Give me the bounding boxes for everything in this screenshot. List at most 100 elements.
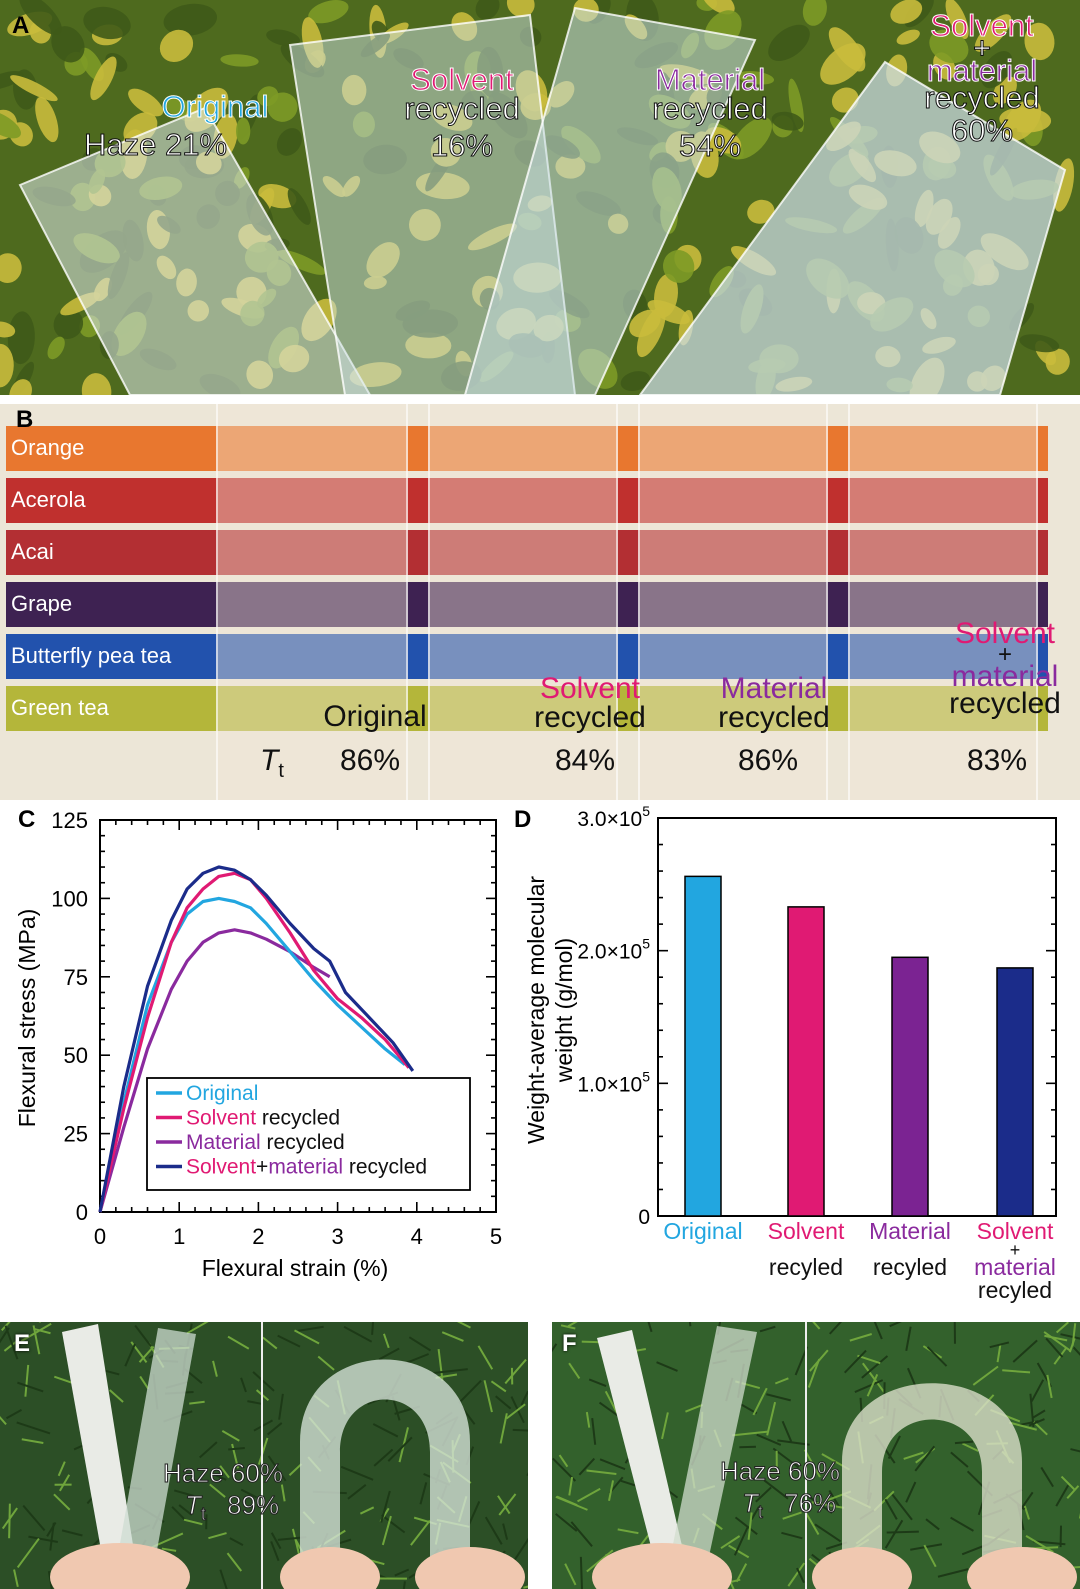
leaf	[663, 250, 695, 283]
leaf	[896, 29, 920, 45]
needle	[24, 1364, 30, 1397]
sample-name: Original	[161, 89, 269, 124]
needle	[402, 1581, 406, 1589]
needle	[756, 1433, 782, 1446]
finger-right	[812, 1547, 912, 1589]
needle	[134, 1324, 152, 1348]
needle	[766, 1393, 791, 1402]
needle	[495, 1395, 512, 1410]
bent-film	[300, 1359, 470, 1589]
sample-name: Material	[654, 62, 766, 97]
needle	[294, 1329, 320, 1345]
needle	[209, 1483, 226, 1498]
needle	[599, 1458, 626, 1471]
leaf	[620, 371, 651, 392]
needle	[212, 1473, 227, 1481]
needle	[5, 1409, 22, 1420]
tt-value: 76%	[784, 1488, 837, 1519]
category-label-line4: recyled	[978, 1277, 1052, 1303]
overlay-original: Original	[150, 89, 280, 124]
film-original	[216, 404, 408, 800]
needle	[253, 1419, 273, 1432]
needle	[33, 1327, 51, 1335]
needle	[1055, 1484, 1069, 1507]
needle	[814, 1523, 842, 1543]
needle	[378, 1347, 400, 1361]
needle	[996, 1344, 1002, 1363]
label-solvent-material: Solvent + material recycled	[935, 619, 1075, 719]
tt-value: 89%	[227, 1490, 280, 1521]
needle	[656, 1361, 678, 1372]
needle	[747, 1512, 753, 1540]
needle	[812, 1322, 821, 1330]
needle	[371, 1322, 375, 1335]
needle	[16, 1421, 51, 1435]
leaf	[0, 321, 16, 338]
needle	[504, 1358, 527, 1385]
leaf	[159, 29, 194, 63]
needle	[13, 1569, 19, 1588]
needle	[972, 1365, 999, 1386]
sample-name-plus: +	[972, 30, 992, 65]
panel-c-chart: C 0 1 2 3 4 5 0 25 50 75 100 125 Original Solvent re…	[0, 806, 530, 1296]
x-tick-label: 1	[173, 1224, 185, 1249]
haze-label: Haze	[83, 127, 157, 162]
leaf	[53, 308, 84, 339]
overlay-solvent: Solvent recycled 16%	[392, 64, 532, 163]
needle	[240, 1488, 258, 1499]
leaf	[258, 184, 297, 209]
needle	[962, 1442, 979, 1452]
needle	[520, 1390, 528, 1406]
needle	[32, 1325, 41, 1355]
needle	[219, 1569, 228, 1589]
needle	[861, 1362, 885, 1393]
leaf	[220, 54, 259, 67]
leaf	[163, 3, 218, 36]
needle	[419, 1482, 428, 1505]
needle	[317, 1355, 335, 1371]
needle	[950, 1451, 969, 1468]
film-solvent	[428, 404, 618, 800]
haze-value: 60%	[787, 1456, 840, 1487]
needle	[735, 1563, 748, 1583]
needle	[555, 1513, 578, 1532]
needle	[989, 1341, 1010, 1349]
needle	[564, 1563, 577, 1586]
y-tick-label: 0	[638, 1206, 650, 1229]
needle	[16, 1537, 40, 1569]
panel-e-photo: E Haze 60% Tt 89%	[0, 1322, 528, 1589]
photo-e	[0, 1322, 528, 1589]
y-tick-label: 125	[51, 808, 88, 833]
tt-value-solvent: 84%	[554, 744, 616, 777]
bar	[996, 967, 1034, 1217]
bar	[787, 906, 825, 1217]
panel-a-photo: A Original Haze 21% Solvent recycled 16%…	[0, 0, 1080, 395]
needle	[161, 1547, 177, 1552]
needle	[1040, 1466, 1054, 1488]
film-strip-clear	[112, 1328, 196, 1589]
needle	[807, 1358, 821, 1388]
needle	[954, 1440, 974, 1445]
leaf	[771, 111, 804, 131]
color-bar	[6, 478, 1048, 523]
leaf	[9, 379, 32, 395]
tt-subscript: t	[757, 1502, 763, 1523]
needle	[905, 1481, 917, 1503]
tt-letter: T	[742, 1488, 759, 1519]
needle	[1012, 1339, 1038, 1363]
needle	[752, 1387, 768, 1416]
needle	[382, 1333, 390, 1349]
needle	[46, 1521, 57, 1537]
needle	[456, 1322, 471, 1329]
y-tick-label: 100	[51, 886, 88, 911]
y-axis-label-line2: weight (g/mol)	[551, 938, 577, 1083]
needle	[410, 1519, 431, 1546]
legend-box	[146, 1077, 471, 1191]
needle	[570, 1521, 593, 1547]
color-bar-label: Green tea	[11, 695, 109, 720]
haze-value: 16%	[430, 128, 494, 163]
needle	[1068, 1337, 1076, 1353]
needle	[227, 1335, 250, 1350]
leaf	[737, 70, 775, 85]
